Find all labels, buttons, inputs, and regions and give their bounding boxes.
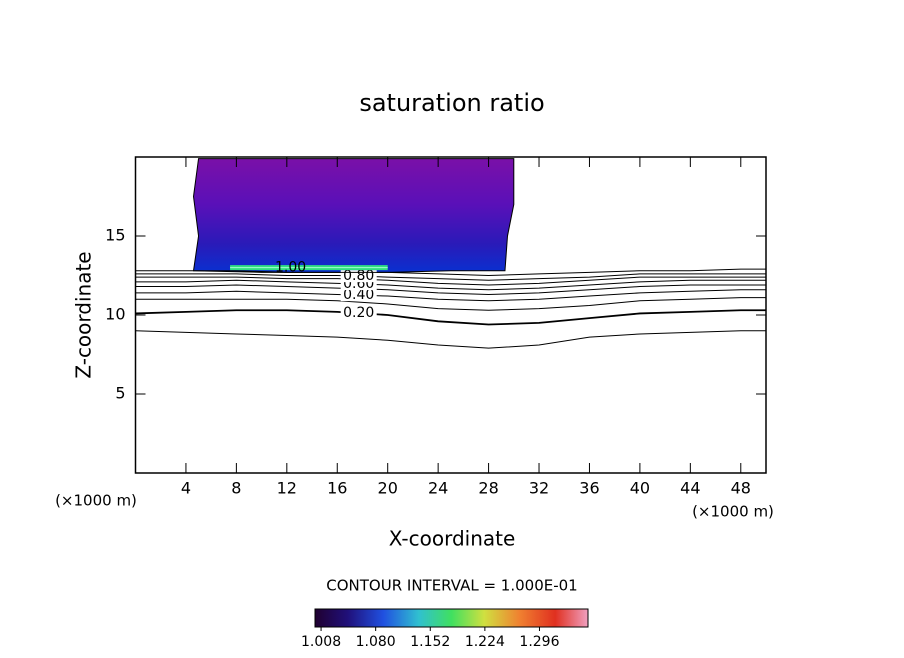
y-axis-label: Z-coordinate — [72, 251, 96, 378]
colorbar-tick-label: 1.296 — [519, 634, 559, 650]
x-tick-label: 40 — [630, 479, 650, 498]
x-tick-label: 4 — [181, 479, 191, 498]
contour-label: 0.40 — [343, 287, 374, 303]
contour-label: 0.80 — [343, 268, 374, 284]
colorbar-tick-label: 1.152 — [410, 634, 450, 650]
contour-line — [135, 297, 766, 311]
contour-line — [135, 284, 766, 295]
x-tick-label: 12 — [277, 479, 297, 498]
contour-label: 1.00 — [275, 260, 306, 276]
x-tick-label: 16 — [327, 479, 347, 498]
contour-line — [135, 289, 766, 302]
y-tick-label: 5 — [115, 384, 125, 403]
chart-title: saturation ratio — [359, 89, 544, 117]
y-tick-label: 10 — [105, 305, 125, 324]
x-tick-label: 20 — [378, 479, 398, 498]
label-bg — [340, 270, 377, 283]
x-tick-label: 28 — [478, 479, 498, 498]
label-bg — [340, 289, 377, 302]
y-unit: (×1000 m) — [55, 492, 137, 510]
x-unit: (×1000 m) — [692, 503, 774, 521]
contour-line — [135, 273, 766, 281]
contour-interval: CONTOUR INTERVAL = 1.000E-01 — [326, 577, 577, 595]
x-tick-label: 48 — [731, 479, 751, 498]
colorbar-tick-label: 1.080 — [356, 634, 396, 650]
contour-line — [135, 268, 766, 277]
y-tick-label: 15 — [105, 226, 125, 245]
contour-line — [135, 309, 766, 326]
x-tick-label: 24 — [428, 479, 448, 498]
x-tick-label: 36 — [579, 479, 599, 498]
contour-line — [135, 276, 766, 286]
contour-label: 0.20 — [343, 305, 374, 321]
colorbar — [314, 608, 589, 628]
x-tick-label: 44 — [680, 479, 700, 498]
x-tick-label: 32 — [529, 479, 549, 498]
colorbar-tick-label: 1.224 — [465, 634, 505, 650]
filled-region — [192, 158, 515, 273]
contour-line — [135, 330, 766, 349]
x-tick-label: 8 — [231, 479, 241, 498]
label-bg — [340, 307, 377, 320]
x-axis-label: X-coordinate — [389, 527, 516, 551]
colorbar-tick-label: 1.008 — [301, 634, 341, 650]
contour-line — [135, 279, 766, 291]
